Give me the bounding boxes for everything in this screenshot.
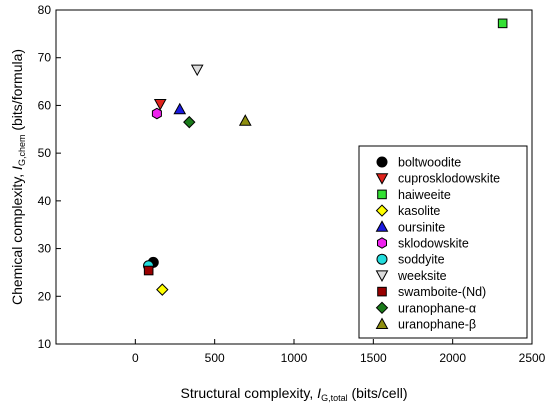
y-tick-label: 60	[38, 98, 52, 112]
legend-label: oursinite	[398, 220, 445, 234]
y-axis: 10 20 30 40 50 60 70 80	[38, 3, 61, 351]
x-axis-label: Structural complexity, IG,total (bits/ce…	[181, 385, 408, 403]
legend: boltwoodite cuprosklodowskite haiweeite kas…	[358, 145, 528, 339]
legend-label: cuprosklodowskite	[398, 172, 500, 186]
data-point	[183, 115, 196, 129]
y-tick-label: 10	[38, 337, 52, 351]
legend-label: kasolite	[398, 204, 440, 218]
data-point	[190, 64, 204, 77]
y-tick-label: 80	[38, 3, 52, 17]
data-point	[497, 18, 508, 29]
x-tick-label: 1000	[281, 351, 308, 365]
legend-marker	[375, 220, 389, 232]
x-tick-label: 0	[132, 351, 139, 365]
legend-label: swamboite-(Nd)	[398, 285, 486, 299]
y-axis-label: Chemical complexity, IG,chem (bits/formu…	[9, 49, 27, 305]
data-point	[153, 98, 167, 111]
data-points	[143, 18, 508, 296]
x-tick-label: 2500	[519, 351, 546, 365]
legend-label: haiweeite	[398, 188, 451, 202]
x-tick-label: 2000	[439, 351, 466, 365]
y-tick-label: 50	[38, 146, 52, 160]
legend-label: sklodowskite	[398, 237, 469, 251]
data-point	[238, 114, 252, 126]
data-point	[151, 107, 162, 120]
legend-marker	[375, 204, 389, 217]
data-point	[173, 102, 187, 115]
legend-marker	[375, 301, 389, 315]
y-tick-label: 20	[38, 289, 52, 303]
legend-marker	[375, 317, 389, 329]
legend-marker	[377, 189, 387, 200]
y-tick-label: 70	[38, 51, 52, 65]
x-tick-label: 500	[205, 351, 225, 365]
y-tick-label: 30	[38, 242, 52, 256]
legend-marker	[376, 253, 388, 265]
legend-label: uranophane-α	[398, 301, 476, 315]
data-point	[156, 283, 169, 296]
x-axis: 0 500 1000 1500 2000 2500	[132, 339, 546, 365]
legend-marker	[375, 270, 389, 282]
legend-marker	[376, 156, 388, 168]
legend-label: uranophane-β	[398, 318, 476, 332]
legend-marker	[377, 286, 387, 297]
legend-label: boltwoodite	[398, 156, 461, 170]
y-tick-label: 40	[38, 194, 52, 208]
x-tick-label: 1500	[360, 351, 387, 365]
data-point	[143, 265, 154, 276]
legend-label: soddyite	[398, 253, 445, 267]
legend-label: weeksite	[397, 269, 447, 283]
legend-marker	[375, 173, 389, 185]
legend-marker	[376, 237, 388, 249]
